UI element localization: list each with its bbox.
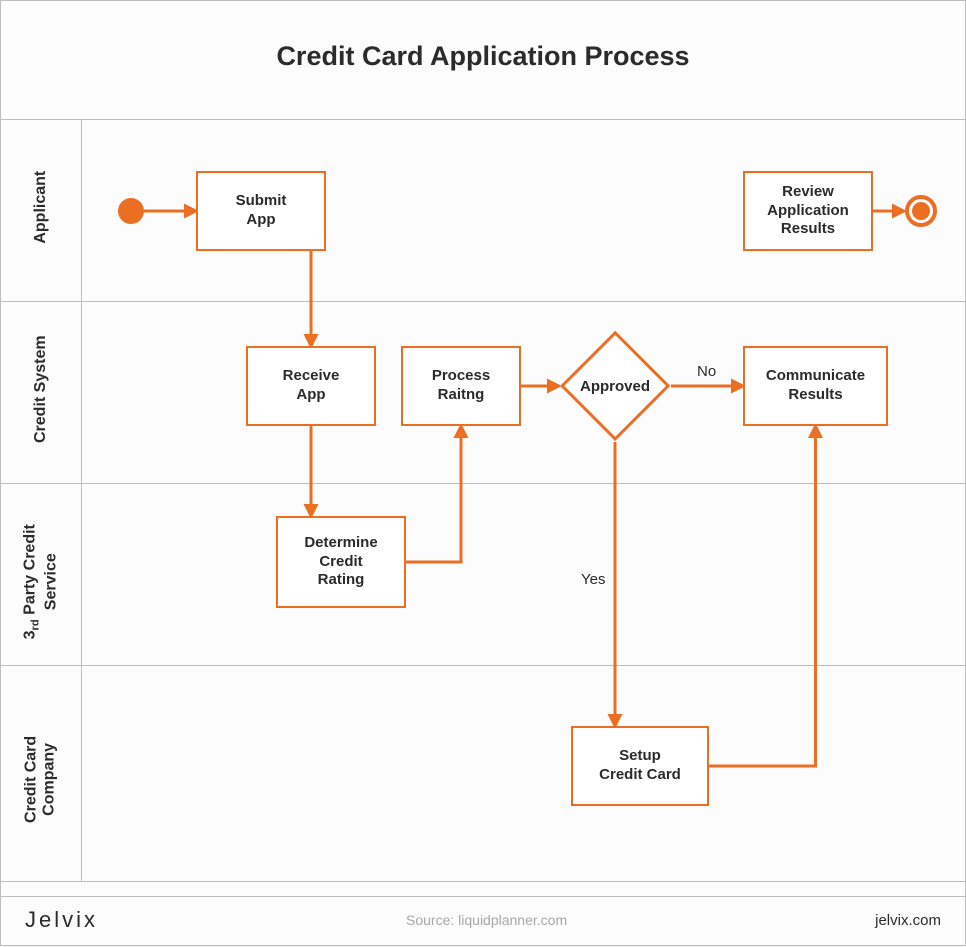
footer: Jelvix Source: liquidplanner.com jelvix.…	[1, 895, 965, 945]
lane-label-divider	[81, 119, 82, 881]
node-submit-app: SubmitApp	[196, 171, 326, 251]
lane-divider	[1, 665, 965, 666]
node-review-results: ReviewApplicationResults	[743, 171, 873, 251]
page-title: Credit Card Application Process	[1, 41, 965, 72]
lane-divider	[1, 881, 965, 882]
node-determine-rating: DetermineCreditRating	[276, 516, 406, 608]
lane-label-applicant: Applicant	[32, 117, 50, 297]
footer-brand: Jelvix	[25, 907, 98, 933]
edge-label-yes: Yes	[581, 571, 605, 588]
connectors-layer	[1, 1, 966, 947]
lane-label-credit-system: Credit System	[32, 299, 50, 479]
footer-url: jelvix.com	[875, 912, 941, 929]
node-process-rating: ProcessRaitng	[401, 346, 521, 426]
lane-label-third-party: 3rd Party CreditService	[21, 492, 60, 672]
node-approved-decision: Approved	[559, 330, 671, 442]
node-receive-app: ReceiveApp	[246, 346, 376, 426]
end-event	[905, 195, 937, 227]
end-event-inner	[912, 202, 930, 220]
node-communicate-results: CommunicateResults	[743, 346, 888, 426]
footer-source: Source: liquidplanner.com	[406, 912, 567, 928]
node-setup-card: SetupCredit Card	[571, 726, 709, 806]
diagram-page: Credit Card Application Process Applican…	[0, 0, 966, 946]
lane-divider	[1, 483, 965, 484]
lane-label-cc-company: Credit CardCompany	[23, 689, 60, 869]
edge-label-no: No	[697, 363, 716, 380]
diamond-label: Approved	[580, 378, 650, 395]
lane-divider	[1, 301, 965, 302]
start-event	[118, 198, 144, 224]
lane-divider	[1, 119, 965, 120]
